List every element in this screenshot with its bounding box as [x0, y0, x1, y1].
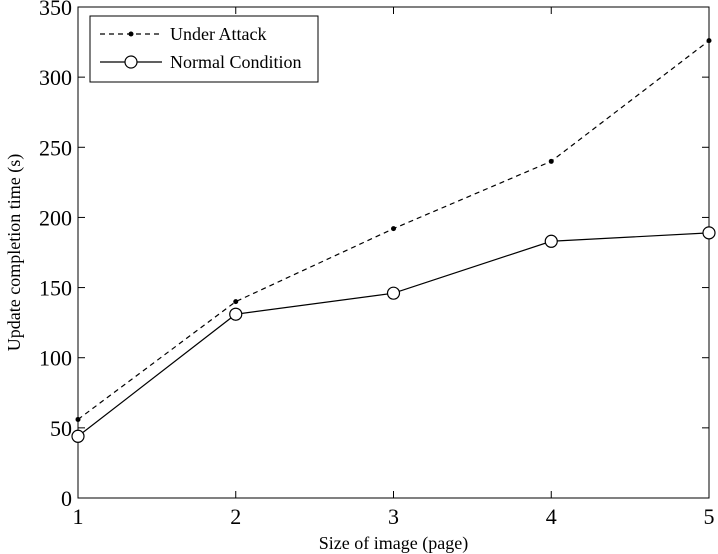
legend-marker-normal-condition — [124, 55, 138, 69]
data-point-under-attack — [706, 38, 712, 44]
series-layer — [71, 38, 716, 443]
data-point-normal-condition — [229, 307, 243, 321]
legend-box — [89, 15, 319, 83]
y-tick-label: 0 — [61, 486, 72, 511]
data-point-normal-condition — [386, 286, 401, 300]
y-tick-label: 350 — [39, 0, 72, 20]
y-tick-label: 50 — [50, 416, 72, 441]
y-tick-label: 300 — [39, 65, 72, 90]
x-tick-label: 4 — [546, 504, 557, 529]
plot-area — [77, 6, 710, 499]
x-axis-label: Size of image (page) — [319, 533, 468, 554]
legend-label-normal-condition: Normal Condition — [170, 52, 302, 72]
x-tick-label: 3 — [388, 504, 399, 529]
data-point-under-attack — [548, 158, 554, 164]
data-point-normal-condition — [544, 234, 558, 248]
data-point-normal-condition — [71, 429, 85, 443]
legend-marker-under-attack — [128, 31, 134, 37]
data-point-under-attack — [391, 226, 396, 232]
data-point-under-attack — [75, 416, 81, 422]
legend-label-under-attack: Under Attack — [170, 24, 266, 44]
x-tick-label: 2 — [230, 504, 241, 529]
y-tick-label: 200 — [39, 205, 72, 230]
y-tick-label: 150 — [39, 276, 72, 301]
data-point-under-attack — [233, 299, 239, 305]
legend: Under Attack Normal Condition — [89, 15, 319, 83]
y-tick-label: 250 — [39, 135, 72, 160]
y-tick-label: 100 — [39, 346, 72, 371]
data-point-normal-condition — [702, 226, 716, 240]
x-tick-label: 1 — [73, 504, 84, 529]
x-tick-label: 5 — [704, 504, 715, 529]
y-axis-label: Update completion time (s) — [4, 154, 25, 351]
